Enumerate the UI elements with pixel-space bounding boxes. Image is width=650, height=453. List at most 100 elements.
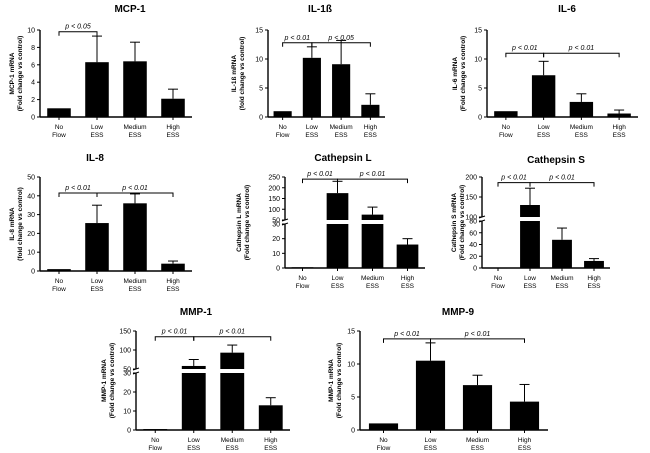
bar-0 [273, 111, 292, 117]
y-tick-label: 15 [255, 28, 263, 35]
y-tick-label: 100 [465, 215, 477, 222]
x-category-label: ESS [555, 283, 569, 290]
x-category-label: ESS [166, 286, 180, 293]
x-category-label: No [494, 275, 503, 282]
x-category-label: No [502, 124, 511, 131]
significance-label: p < 0.01 [161, 329, 188, 336]
y-tick-label: 5 [478, 86, 482, 93]
x-category-label: ESS [518, 445, 532, 452]
y-tick-label: 20 [272, 236, 280, 243]
x-category-label: ESS [401, 283, 415, 290]
significance-bracket [302, 178, 338, 184]
y-tick-label: 50 [27, 175, 35, 182]
panel-il1b: IL-1ß IL-1ß mRNA (fold change vs control) 0… [231, 4, 385, 139]
x-category-label: Low [188, 437, 200, 444]
y-tick-label: 50 [272, 218, 280, 225]
bar-2 [462, 385, 493, 430]
significance-bracket [193, 336, 272, 341]
bar-break-gap [325, 220, 350, 224]
bar-0 [47, 269, 71, 271]
y-axis-title: (Fold change vs control) [459, 185, 466, 260]
panel-mmp1: MMP-1 MMP-1 mRNA (Fold change vs control) 0… [101, 307, 290, 452]
y-axis-title: (Fold change vs control) [336, 343, 343, 418]
x-category-label: No [278, 124, 287, 131]
x-category-label: Low [306, 124, 318, 131]
y-tick-label: 250 [268, 175, 280, 182]
y-tick-label: 0 [259, 115, 263, 122]
x-category-label: Flow [276, 132, 290, 139]
chart-title: IL-1ß [308, 4, 332, 15]
x-category-label: ESS [424, 445, 438, 452]
bar-0 [291, 267, 314, 269]
significance-label: p < 0.01 [219, 329, 246, 336]
x-category-label: ESS [90, 132, 104, 139]
significance-bracket [505, 52, 545, 58]
bar-break-gap [180, 369, 207, 373]
x-category-label: Low [524, 275, 536, 282]
y-tick-label: 60 [469, 230, 477, 237]
bar-1 [415, 360, 446, 430]
significance-bracket [154, 336, 195, 341]
significance-bracket [58, 192, 98, 197]
y-tick-label: 200 [268, 185, 280, 192]
x-category-label: ESS [331, 283, 345, 290]
bar-3 [509, 401, 540, 430]
panel-mcp1: MCP-1 MCP-1 mRNA (Fold change vs control) 0… [9, 4, 192, 139]
significance-bracket [430, 338, 525, 343]
y-axis-title: (Fold change vs control) [17, 36, 24, 111]
y-tick-label: 20 [469, 254, 477, 261]
significance-label: p < 0.01 [548, 175, 575, 182]
x-category-label: Low [332, 275, 344, 282]
y-tick-label: 5 [351, 395, 355, 402]
x-category-label: Medium [550, 275, 573, 282]
chart-title: MCP-1 [114, 4, 146, 15]
significance-bracket [282, 42, 313, 47]
x-category-label: ESS [264, 445, 278, 452]
y-tick-label: 10 [272, 251, 280, 258]
significance-label: p < 0.01 [464, 331, 491, 338]
x-category-label: High [166, 278, 180, 285]
x-category-label: High [401, 275, 415, 282]
y-tick-label: 30 [123, 371, 131, 378]
y-tick-label: 100 [268, 207, 280, 214]
chart-title: IL-6 [558, 4, 576, 15]
bar-0 [47, 108, 71, 117]
x-category-label: High [364, 124, 378, 131]
y-tick-label: 40 [27, 193, 35, 200]
y-tick-label: 2 [31, 97, 35, 104]
y-axis-title: (fold change vs control) [17, 187, 24, 261]
y-axis-title: MMP-1 mRNA [328, 359, 335, 402]
bar-0 [494, 111, 518, 117]
x-category-label: Medium [123, 278, 146, 285]
x-category-label: Flow [52, 286, 66, 293]
y-tick-label: 10 [123, 409, 131, 416]
y-tick-label: 150 [268, 196, 280, 203]
significance-label: p < 0.05 [327, 35, 354, 42]
y-tick-label: 10 [27, 28, 35, 35]
x-category-label: ESS [613, 132, 627, 139]
bar-2 [220, 352, 245, 430]
y-tick-label: 10 [255, 57, 263, 64]
y-axis-title: (Fold change vs control) [460, 36, 467, 111]
y-tick-label: 150 [119, 329, 131, 336]
x-category-label: No [55, 124, 64, 131]
y-tick-label: 100 [119, 348, 131, 355]
x-category-label: ESS [128, 286, 142, 293]
y-tick-label: 0 [127, 428, 131, 435]
y-tick-label: 10 [474, 57, 482, 64]
significance-bracket [383, 338, 431, 343]
x-category-label: ESS [187, 445, 201, 452]
y-axis-title: MMP-1 mRNA [101, 359, 108, 402]
bar-3 [161, 263, 185, 271]
bar-1 [326, 193, 349, 268]
y-tick-label: 4 [31, 80, 35, 87]
y-tick-label: 5 [259, 86, 263, 93]
x-category-label: Flow [377, 445, 391, 452]
chart-title: Cathepsin S [527, 155, 585, 166]
bar-1 [181, 365, 206, 430]
y-axis-title: IL-8 mRNA [9, 207, 16, 241]
bar-3 [607, 113, 631, 117]
x-category-label: ESS [305, 132, 319, 139]
chart-title: Cathepsin L [314, 153, 371, 164]
